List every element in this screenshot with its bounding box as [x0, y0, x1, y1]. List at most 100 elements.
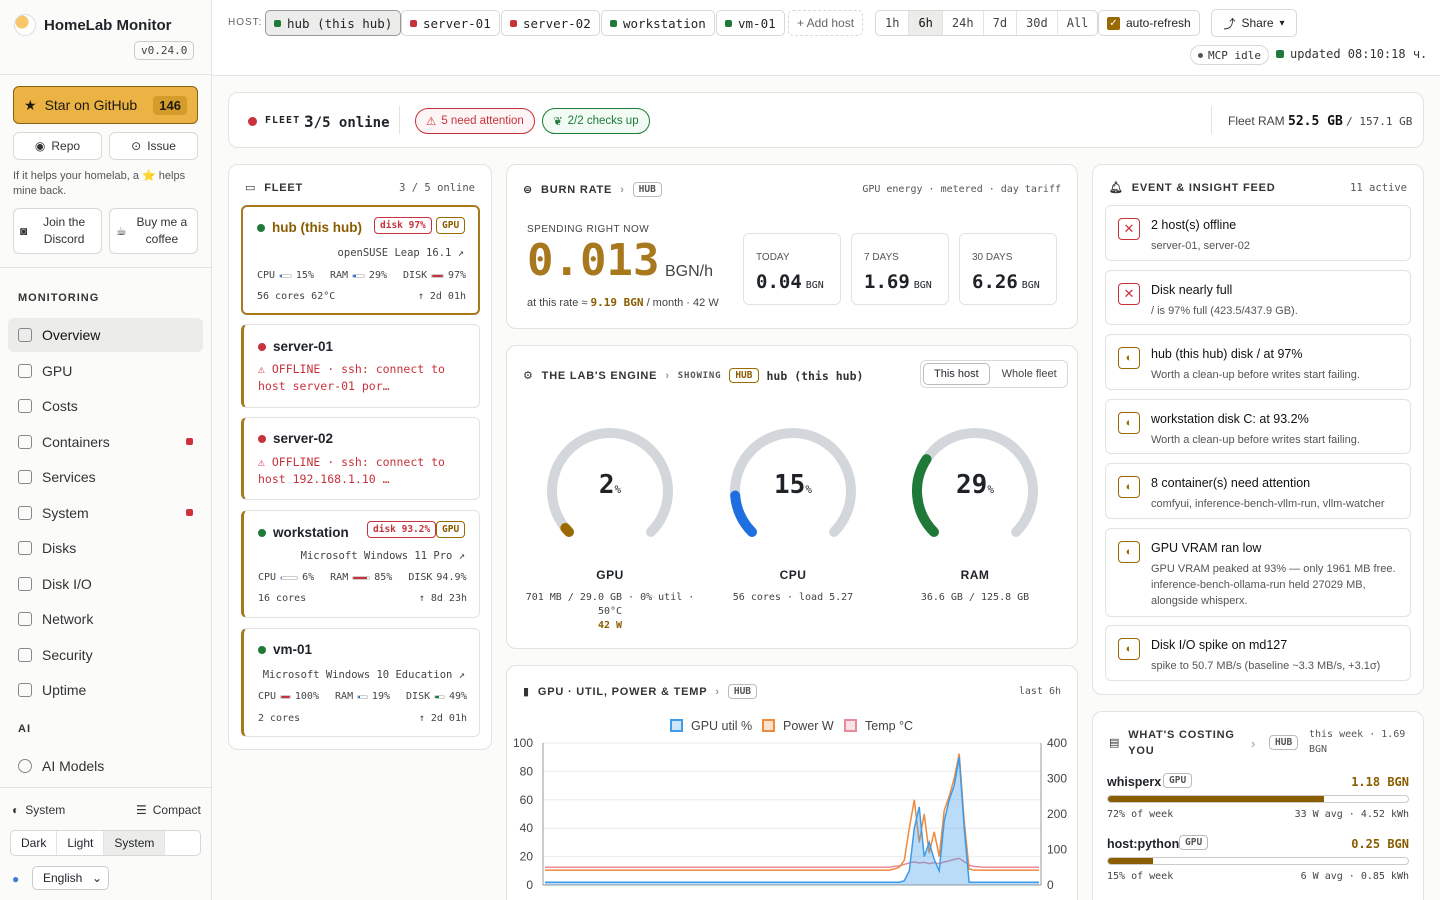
- cost-share-fill: [1108, 796, 1324, 802]
- offline-error: ⚠ OFFLINE · ssh: connect to host server-…: [258, 362, 445, 393]
- range-30d[interactable]: 30d: [1017, 11, 1058, 35]
- nav-item-gpu[interactable]: GPU: [8, 354, 203, 388]
- cpu-bar: [280, 575, 299, 580]
- feed-item[interactable]: ◐ GPU VRAM ran low GPU VRAM peaked at 93% …: [1105, 528, 1411, 617]
- costing-panel: ▤ WHAT'S COSTING YOU › HUB this week · 1.…: [1092, 711, 1424, 900]
- status-dot: [410, 19, 417, 27]
- ram-bar: [357, 694, 368, 699]
- feed-item[interactable]: ✕ 2 host(s) offline server-01, server-02: [1105, 205, 1411, 261]
- offline-error: ⚠ OFFLINE · ssh: connect to host 192.168…: [258, 455, 445, 486]
- host-card-hub[interactable]: hub (this hub) disk 97% GPU openSUSE Lea…: [241, 205, 480, 315]
- feed-item[interactable]: ◐ Disk I/O spike on md127 spike to 50.7 MB…: [1105, 625, 1411, 681]
- nav-item-disks[interactable]: Disks: [8, 531, 203, 565]
- discord-button[interactable]: ◙ Join the Discord: [13, 208, 102, 254]
- warning-half-icon: ◐: [1118, 541, 1140, 563]
- cost-item[interactable]: whisperx GPU 1.18 BGN 72% of week 33 W avg ·…: [1107, 772, 1409, 828]
- nav-item-security[interactable]: Security: [8, 638, 203, 672]
- os-text: openSUSE Leap 16.1: [337, 247, 452, 259]
- disk-tag: disk 93.2%: [367, 521, 437, 538]
- warning-icon: ⚠: [426, 116, 437, 128]
- cost-share-label: 15% of week: [1107, 871, 1174, 882]
- scope-toggle: This host Whole fleet: [920, 360, 1068, 388]
- add-host-button[interactable]: + Add host: [788, 10, 864, 36]
- nav-item-costs[interactable]: Costs: [8, 389, 203, 423]
- theme-dark[interactable]: Dark: [11, 831, 58, 855]
- warning-half-icon: ◐: [1118, 412, 1140, 434]
- divider: [399, 106, 400, 134]
- half-circle-icon: ◐: [12, 803, 20, 817]
- theme-system[interactable]: System: [104, 831, 166, 855]
- gauge-number: 15: [774, 470, 806, 500]
- star-count: 146: [153, 95, 187, 115]
- host-card-workstation[interactable]: workstation disk 93.2% GPU Microsoft Win…: [241, 510, 480, 618]
- host-chip-vm-01[interactable]: vm-01: [716, 10, 785, 36]
- feed-item-detail: GPU VRAM peaked at 93% — only 1961 MB fr…: [1151, 563, 1396, 607]
- legend-label: Temp °C: [865, 719, 913, 733]
- share-button[interactable]: ⤴ Share ▾: [1211, 9, 1297, 37]
- range-1h[interactable]: 1h: [876, 11, 910, 35]
- feed-item[interactable]: ◐ workstation disk C: at 93.2% Worth a cle…: [1105, 399, 1411, 454]
- whole-fleet-toggle[interactable]: Whole fleet: [1001, 368, 1057, 380]
- cost-item[interactable]: host:python GPU 0.25 BGN 15% of week 6 W avg…: [1107, 834, 1409, 890]
- this-host-toggle[interactable]: This host: [923, 363, 990, 385]
- nav-item-uptime[interactable]: Uptime: [8, 673, 203, 707]
- host-chip-label: workstation: [623, 15, 706, 31]
- nav-item-containers[interactable]: Containers: [8, 425, 203, 459]
- host-name: workstation: [258, 525, 349, 540]
- stat-number: 1.69: [864, 271, 910, 293]
- feed-item[interactable]: ◐ 8 container(s) need attention comfyui, i…: [1105, 463, 1411, 519]
- host-card-vm-01[interactable]: vm-01 Microsoft Windows 10 Education ↗ C…: [241, 628, 480, 737]
- monitor-icon: [18, 505, 32, 520]
- cost-share-bar: [1107, 857, 1409, 865]
- layers-icon: [18, 470, 32, 484]
- nav-label: Overview: [42, 327, 101, 343]
- nav-item-disk-io[interactable]: Disk I/O: [8, 567, 203, 601]
- nav-item-ai-models[interactable]: AI Models: [8, 749, 203, 783]
- host-card-server-01[interactable]: server-01 ⚠ OFFLINE · ssh: connect to ho…: [241, 324, 480, 408]
- host-card-server-02[interactable]: server-02 ⚠ OFFLINE · ssh: connect to ho…: [241, 417, 480, 500]
- fleet-count: 3 / 5 online: [399, 182, 475, 194]
- range-24h[interactable]: 24h: [943, 11, 984, 35]
- list-icon: ☰: [136, 803, 147, 817]
- host-chip-server-01[interactable]: server-01: [401, 10, 500, 36]
- stat-label: 30 DAYS: [972, 252, 1013, 263]
- range-all[interactable]: All: [1066, 16, 1089, 30]
- host-chip-workstation[interactable]: workstation: [601, 10, 715, 36]
- range-7d[interactable]: 7d: [984, 11, 1018, 35]
- host-chip-hub[interactable]: hub (this hub): [265, 10, 402, 36]
- nav-label: Security: [42, 646, 93, 663]
- cost-item-name: whisperx: [1107, 775, 1162, 789]
- auto-refresh-toggle[interactable]: ✓ auto-refresh: [1098, 10, 1200, 36]
- nav-item-system[interactable]: System: [8, 496, 203, 530]
- feed-item-detail: Worth a clean-up before writes start fai…: [1151, 369, 1360, 381]
- issue-button[interactable]: ⊙ Issue: [109, 132, 198, 160]
- language-select[interactable]: English ⌄: [32, 866, 109, 890]
- cost-item-tag: GPU: [1179, 835, 1209, 850]
- repo-button[interactable]: ◉ Repo: [13, 132, 102, 160]
- checks-pill[interactable]: ❦ 2/2 checks up: [542, 108, 650, 134]
- feed-item[interactable]: ✕ Disk nearly full / is 97% full (423.5/43…: [1105, 270, 1411, 325]
- gpu-tag: GPU: [436, 521, 466, 538]
- compact-toggle[interactable]: ☰ Compact: [136, 803, 201, 817]
- signal-icon: [18, 612, 32, 626]
- nav-item-network[interactable]: Network: [8, 602, 203, 636]
- disk-value: 97%: [447, 270, 467, 281]
- link-icon: [18, 683, 32, 697]
- activity-icon: [18, 576, 32, 591]
- host-footer: 2 cores ↑ 2d 01h: [258, 713, 467, 724]
- feed-item-detail: / is 97% full (423.5/437.9 GB).: [1151, 305, 1298, 317]
- range-6h[interactable]: 6h: [909, 11, 943, 35]
- checks-label: 2/2 checks up: [567, 115, 639, 127]
- coffee-button[interactable]: ☕ Buy me a coffee: [109, 208, 198, 254]
- host-chip-server-02[interactable]: server-02: [501, 10, 600, 36]
- host-name: hub (this hub): [257, 220, 362, 235]
- y-tick-label: 100: [513, 736, 533, 750]
- system-status[interactable]: ◐ System: [12, 803, 65, 817]
- theme-light[interactable]: Light: [57, 831, 105, 855]
- nav-item-services[interactable]: Services: [8, 460, 203, 494]
- nav-item-overview[interactable]: Overview: [8, 318, 203, 352]
- attention-pill[interactable]: ⚠ 5 need attention: [415, 108, 535, 134]
- gauge-unit: %: [987, 483, 994, 496]
- feed-item[interactable]: ◐ hub (this hub) disk / at 97% Worth a cle…: [1105, 334, 1411, 390]
- star-on-github-button[interactable]: ★ Star on GitHub 146: [13, 86, 198, 124]
